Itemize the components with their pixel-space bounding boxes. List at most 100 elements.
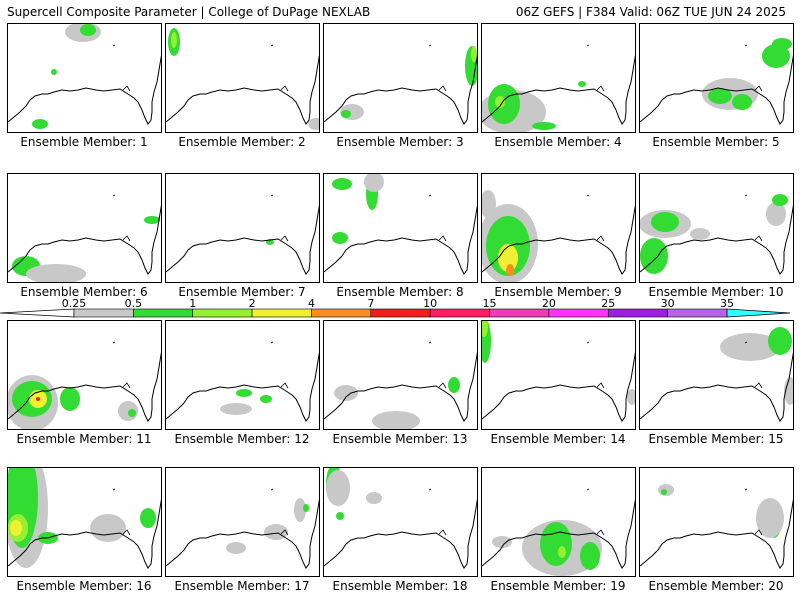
- coastline: [640, 204, 793, 275]
- map-canvas: [640, 194, 793, 275]
- coastline: [166, 54, 319, 125]
- coastline-bay: [122, 235, 131, 242]
- colorbar-segment: [133, 308, 194, 318]
- state-border-fragment: [112, 488, 116, 491]
- coastline-bay: [280, 529, 289, 536]
- colorbar-segment: [667, 308, 728, 318]
- scp-contour-patch: [326, 470, 350, 506]
- coastline: [8, 204, 161, 275]
- coastline: [324, 498, 477, 569]
- scp-contour-patch: [768, 327, 792, 355]
- scp-contour-patch: [332, 232, 348, 244]
- coastline-bay: [754, 529, 763, 536]
- map-canvas: [8, 194, 161, 282]
- coastline: [324, 54, 477, 125]
- state-border-fragment: [586, 194, 590, 197]
- scp-contour-patch: [492, 536, 512, 548]
- coastline-bay: [754, 235, 763, 242]
- state-border-fragment: [744, 194, 748, 197]
- map-canvas: [482, 44, 635, 132]
- scp-contour-patch: [627, 389, 635, 405]
- colorbar-tick-label: 0.5: [124, 297, 143, 310]
- ensemble-member-map: [165, 320, 320, 430]
- scp-contour-patch: [171, 32, 177, 48]
- scp-contour-patch: [772, 194, 788, 206]
- state-border-fragment: [744, 341, 748, 344]
- colorbar-segment: [429, 308, 490, 318]
- state-border-fragment: [112, 44, 116, 47]
- scp-contour-patch: [303, 504, 309, 512]
- coastline-bay: [438, 382, 447, 389]
- scp-contour-patch: [640, 238, 668, 274]
- scp-contour-patch: [36, 397, 40, 401]
- map-canvas: [324, 44, 477, 125]
- scp-contour-patch: [482, 190, 496, 218]
- state-border-fragment: [112, 341, 116, 344]
- scp-contour-patch: [558, 546, 566, 558]
- state-border-fragment: [586, 44, 590, 47]
- ensemble-member-map: [481, 23, 636, 133]
- colorbar-tick-label: 15: [482, 297, 497, 310]
- coastline: [8, 54, 161, 125]
- map-canvas: [324, 341, 477, 429]
- coastline-bay: [596, 235, 605, 242]
- scp-contour-patch: [720, 333, 780, 361]
- ensemble-member-label: Ensemble Member: 17: [174, 579, 310, 593]
- scp-contour-patch: [236, 389, 252, 397]
- state-border-fragment: [270, 488, 274, 491]
- scp-contour-patch: [784, 377, 793, 405]
- ensemble-member-map: [481, 320, 636, 430]
- scp-contour-patch: [661, 489, 667, 495]
- coastline: [482, 351, 635, 422]
- map-canvas: [640, 38, 793, 125]
- coastline: [482, 204, 635, 275]
- scp-contour-patch: [144, 216, 160, 224]
- coastline: [640, 54, 793, 125]
- state-border-fragment: [270, 194, 274, 197]
- coastline-bay: [754, 85, 763, 92]
- coastline-bay: [122, 382, 131, 389]
- ensemble-member-map: [323, 173, 478, 283]
- map-canvas: [8, 341, 161, 429]
- scp-contour-patch: [341, 110, 351, 118]
- scp-contour-patch: [128, 409, 136, 417]
- state-border-fragment: [270, 44, 274, 47]
- scp-contour-patch: [495, 96, 505, 108]
- scp-contour-patch: [732, 94, 752, 110]
- state-border-fragment: [112, 194, 116, 197]
- map-canvas: [166, 341, 319, 422]
- coastline-bay: [280, 382, 289, 389]
- ensemble-member-label: Ensemble Member: 14: [490, 432, 626, 446]
- colorbar-tick-label: 7: [367, 297, 375, 310]
- ensemble-member-map: [323, 320, 478, 430]
- ensemble-member-map: [323, 467, 478, 577]
- ensemble-member-label: Ensemble Member: 4: [494, 135, 622, 149]
- map-title: Supercell Composite Parameter | College …: [7, 5, 371, 19]
- state-border-fragment: [586, 488, 590, 491]
- coastline: [166, 351, 319, 422]
- ensemble-member-map: [639, 467, 794, 577]
- ensemble-member-label: Ensemble Member: 15: [648, 432, 784, 446]
- ensemble-member-label: Ensemble Member: 2: [178, 135, 306, 149]
- coastline: [482, 498, 635, 569]
- ensemble-member-label: Ensemble Member: 19: [490, 579, 626, 593]
- colorbar-tick-label: 30: [660, 297, 675, 310]
- ensemble-member-map: [165, 467, 320, 577]
- coastline-bay: [596, 382, 605, 389]
- ensemble-member-label: Ensemble Member: 9: [494, 285, 622, 299]
- coastline: [166, 498, 319, 569]
- ensemble-member-label: Ensemble Member: 18: [332, 579, 468, 593]
- coastline: [640, 498, 793, 569]
- map-canvas: [166, 28, 319, 130]
- state-border-fragment: [270, 341, 274, 344]
- scp-contour-patch: [60, 387, 80, 411]
- valid-time: 06Z GEFS | F384 Valid: 06Z TUE JUN 24 20…: [515, 5, 786, 19]
- colorbar-tick-label: 0.25: [61, 297, 87, 310]
- colorbar-segment: [251, 308, 312, 318]
- ensemble-member-map: [481, 467, 636, 577]
- scp-contour-patch: [372, 411, 420, 429]
- state-border-fragment: [744, 488, 748, 491]
- ensemble-member-map: [165, 173, 320, 283]
- scp-contour-patch: [366, 492, 382, 504]
- map-canvas: [482, 488, 635, 576]
